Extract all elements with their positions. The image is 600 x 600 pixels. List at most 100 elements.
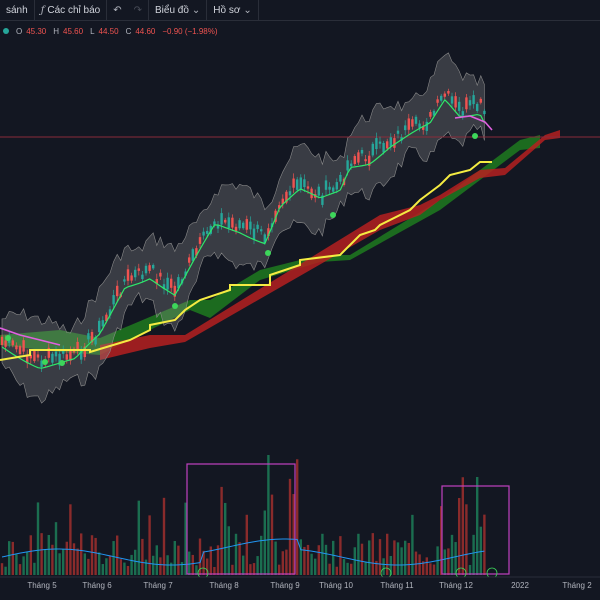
volume-bar	[116, 535, 119, 575]
volume-bar	[206, 558, 209, 575]
toolbar-divider	[257, 0, 259, 20]
volume-bar	[216, 545, 220, 575]
candle-body	[98, 320, 101, 333]
candle-body	[447, 90, 450, 94]
candle-body	[126, 269, 130, 281]
volume-bar	[422, 561, 425, 575]
volume-bar	[472, 534, 475, 575]
candle-body	[339, 174, 342, 182]
candle-body	[0, 336, 4, 345]
candle-body	[105, 314, 108, 322]
candle-body	[47, 347, 50, 358]
volume-highlight-box	[441, 485, 510, 575]
high-key: H	[53, 26, 60, 36]
candle-body	[177, 277, 180, 289]
candle-body	[353, 156, 356, 165]
low-key: L	[90, 26, 95, 36]
candle-body	[141, 274, 144, 280]
candle-body	[137, 268, 140, 271]
volume-highlight-box	[186, 463, 296, 575]
volume-bar	[418, 554, 421, 575]
time-axis-label: Tháng 12	[439, 581, 473, 590]
volume-bar	[429, 563, 432, 575]
candle-body	[166, 277, 169, 290]
candle-body	[465, 97, 468, 110]
candle-body	[371, 143, 374, 156]
volume-bar	[224, 502, 227, 575]
indicators-button[interactable]: ƒ Các chỉ báo	[35, 0, 107, 20]
volume-bar	[220, 486, 223, 575]
candle-body	[162, 284, 166, 289]
volume-bar	[234, 533, 238, 575]
chart-menu-button[interactable]: Biểu đồ ⌄	[149, 0, 206, 20]
volume-bar	[350, 563, 353, 575]
volume-bar	[198, 538, 202, 575]
candle-body	[224, 219, 227, 223]
volume-bar	[321, 533, 324, 575]
candle-body	[202, 231, 205, 236]
time-axis-label: 2022	[511, 581, 529, 590]
candle-body	[306, 186, 310, 189]
volume-bar	[108, 555, 112, 575]
candle-body	[134, 269, 137, 278]
volume-bar	[123, 562, 126, 575]
candle-body	[69, 350, 72, 361]
candle-body	[152, 264, 155, 269]
volume-bar	[105, 558, 108, 575]
volume-bar	[440, 506, 443, 575]
volume-bar	[382, 558, 385, 575]
volume-bar	[141, 538, 144, 575]
undo-button[interactable]: ↶	[107, 0, 127, 20]
volume-bar	[270, 494, 274, 575]
candle-body	[252, 228, 256, 240]
cloud-bullish	[0, 135, 540, 355]
candle-body	[324, 180, 328, 190]
candle-body	[18, 346, 22, 355]
volume-bar	[454, 542, 457, 575]
candle-body	[195, 248, 198, 256]
volume-bar	[162, 497, 166, 575]
volume-bar	[148, 515, 151, 575]
profile-menu-button[interactable]: Hồ sơ ⌄	[207, 0, 258, 20]
compare-button[interactable]: sánh	[0, 0, 34, 20]
candle-body	[11, 340, 14, 346]
open-value: 45.30	[26, 26, 47, 36]
volume-bar	[231, 564, 234, 575]
candle-body	[198, 237, 202, 244]
candle-body	[83, 346, 86, 358]
candle-body	[206, 230, 209, 234]
volume-bar	[306, 544, 310, 575]
candle-body	[443, 93, 446, 97]
candle-body	[144, 265, 148, 274]
volume-bar	[296, 459, 299, 575]
high-value: 45.60	[63, 26, 84, 36]
basis-line-segment	[0, 327, 61, 346]
kijun-sen-line	[0, 161, 492, 361]
volume-bar	[173, 540, 176, 575]
candle-body	[375, 138, 378, 150]
candle-body	[170, 278, 173, 288]
time-axis-label: Tháng 8	[209, 581, 239, 590]
candle-body	[267, 228, 270, 236]
volume-bar	[8, 541, 11, 575]
volume-bar	[404, 540, 407, 575]
volume-bar	[155, 545, 158, 575]
candle-body	[335, 182, 338, 190]
close-key: C	[125, 26, 132, 36]
candle-body	[425, 121, 428, 131]
volume-bar	[378, 539, 382, 575]
volume-bar	[72, 543, 76, 575]
candle-body	[450, 96, 454, 104]
compare-label: sánh	[6, 4, 28, 16]
chevron-down-icon: ⌄	[191, 4, 201, 16]
redo-button[interactable]: ↷	[128, 0, 148, 20]
volume-bar	[468, 564, 472, 575]
volume-bar	[51, 544, 54, 575]
volume-bar	[443, 549, 446, 575]
volume-bar	[58, 553, 61, 575]
volume-bar	[425, 557, 428, 575]
toolbar-divider	[106, 0, 108, 20]
indicator-lines	[0, 98, 493, 369]
volume-bar	[209, 546, 212, 575]
